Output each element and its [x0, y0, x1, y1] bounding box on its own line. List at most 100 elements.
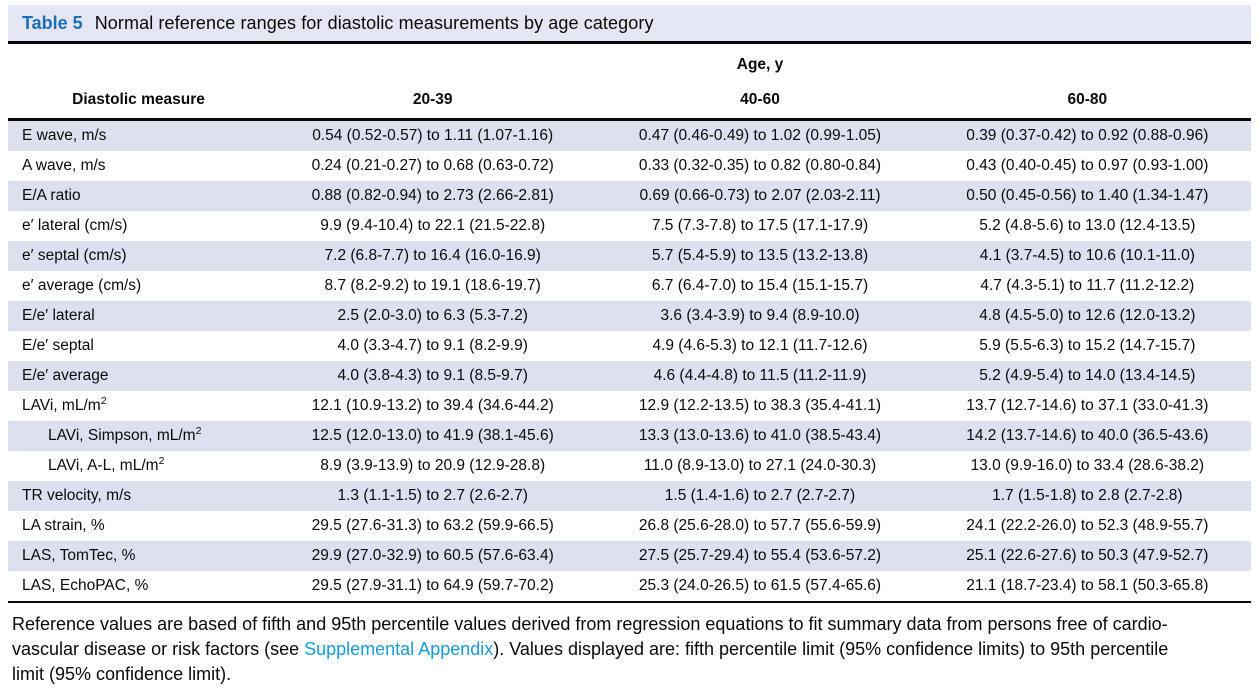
- range-value: 0.43 (0.40-0.45) to 0.97 (0.93-1.00): [966, 157, 1209, 174]
- measure-text: LAVi, A-L, mL/m: [48, 457, 159, 474]
- column-header-row: Diastolic measure 20-39 40-60 60-80: [8, 81, 1251, 121]
- measure-label: E/e′ lateral: [8, 301, 269, 331]
- range-value: 0.50 (0.45-0.56) to 1.40 (1.34-1.47): [966, 187, 1209, 204]
- table-row: e′ average (cm/s) 8.7 (8.2-9.2) to 19.1 (…: [8, 271, 1251, 301]
- measure-label: E/A ratio: [8, 181, 269, 211]
- measure-label: LAVi, Simpson, mL/m2: [8, 421, 269, 451]
- footnote-line-2: vascular disease or risk factors (see Su…: [12, 637, 1247, 662]
- range-value: 4.0 (3.8-4.3) to 9.1 (8.5-9.7): [337, 367, 528, 384]
- supplemental-appendix-link[interactable]: Supplemental Appendix: [304, 639, 494, 659]
- table-row: E wave, m/s 0.54 (0.52-0.57) to 1.11 (1.0…: [8, 119, 1251, 152]
- range-value: 7.5 (7.3-7.8) to 17.5 (17.1-17.9): [651, 217, 869, 234]
- table-caption: Normal reference ranges for diastolic me…: [94, 13, 654, 33]
- range-value: 0.69 (0.66-0.73) to 2.07 (2.03-2.11): [639, 187, 881, 204]
- range-value: 4.7 (4.3-5.1) to 11.7 (11.2-12.2): [980, 277, 1195, 294]
- footnote-line-1: Reference values are based of fifth and …: [12, 612, 1247, 637]
- table-row: LAS, EchoPAC, % 29.5 (27.9-31.1) to 64.9 …: [8, 571, 1251, 603]
- reference-table: Age, y Diastolic measure 20-39 40-60 60-…: [8, 44, 1251, 603]
- measure-label: e′ septal (cm/s): [8, 241, 269, 271]
- range-value: 2.5 (2.0-3.0) to 6.3 (5.3-7.2): [337, 307, 528, 324]
- range-value: 3.6 (3.4-3.9) to 9.4 (8.9-10.0): [660, 307, 860, 324]
- range-value: 14.2 (13.7-14.6) to 40.0 (36.5-43.6): [966, 427, 1209, 444]
- range-value: 0.88 (0.82-0.94) to 2.73 (2.66-2.81): [311, 187, 554, 204]
- range-value: 4.6 (4.4-4.8) to 11.5 (11.2-11.9): [653, 367, 867, 384]
- col-header-age-60-80: 60-80: [923, 81, 1251, 121]
- range-value: 5.7 (5.4-5.9) to 13.5 (13.2-13.8): [651, 247, 869, 264]
- footnote-text: Reference values are based of fifth and …: [12, 614, 1168, 634]
- range-value: 5.2 (4.9-5.4) to 14.0 (13.4-14.5): [979, 367, 1196, 384]
- measure-superscript: 2: [195, 424, 202, 437]
- range-value: 0.47 (0.46-0.49) to 1.02 (0.99-1.05): [638, 127, 882, 144]
- range-value: 8.9 (3.9-13.9) to 20.9 (12.9-28.8): [320, 457, 546, 474]
- table-row: E/e′ average 4.0 (3.8-4.3) to 9.1 (8.5-9.…: [8, 361, 1251, 391]
- measure-label: E/e′ septal: [8, 331, 269, 361]
- measure-superscript: 2: [100, 394, 107, 407]
- age-spanner-row: Age, y: [8, 44, 1251, 81]
- range-value: 9.9 (9.4-10.4) to 22.1 (21.5-22.8): [320, 217, 546, 234]
- range-value: 4.9 (4.6-5.3) to 12.1 (11.7-12.6): [652, 337, 868, 354]
- range-value: 25.1 (22.6-27.6) to 50.3 (47.9-52.7): [966, 547, 1209, 564]
- range-value: 27.5 (25.7-29.4) to 55.4 (53.6-57.2): [638, 547, 882, 564]
- table-row: LA strain, % 29.5 (27.6-31.3) to 63.2 (59…: [8, 511, 1251, 541]
- measure-label: LAVi, mL/m2: [8, 391, 269, 421]
- measure-text: e′ lateral (cm/s): [22, 217, 128, 234]
- measure-text: LAVi, mL/m: [22, 397, 101, 414]
- col-header-measure: Diastolic measure: [8, 81, 270, 121]
- measure-label: E/e′ average: [8, 361, 269, 391]
- range-value: 13.7 (12.7-14.6) to 37.1 (33.0-41.3): [966, 397, 1209, 414]
- measure-text: LAS, TomTec, %: [22, 547, 136, 564]
- range-value: 0.54 (0.52-0.57) to 1.11 (1.07-1.16): [312, 127, 554, 144]
- measure-label: TR velocity, m/s: [8, 481, 269, 511]
- table-row: e′ septal (cm/s) 7.2 (6.8-7.7) to 16.4 (1…: [8, 241, 1251, 271]
- range-value: 4.1 (3.7-4.5) to 10.6 (10.1-11.0): [979, 247, 1195, 264]
- table-row: E/e′ lateral 2.5 (2.0-3.0) to 6.3 (5.3-7.…: [8, 301, 1251, 331]
- measure-text: LA strain, %: [22, 517, 105, 534]
- measure-superscript: 2: [158, 454, 165, 467]
- range-value: 0.24 (0.21-0.27) to 0.68 (0.63-0.72): [311, 157, 554, 174]
- range-value: 5.9 (5.5-6.3) to 15.2 (14.7-15.7): [979, 337, 1196, 354]
- range-value: 6.7 (6.4-7.0) to 15.4 (15.1-15.7): [651, 277, 869, 294]
- range-value: 21.1 (18.7-23.4) to 58.1 (50.3-65.8): [923, 571, 1251, 603]
- col-header-age-40-60: 40-60: [596, 81, 924, 121]
- measure-text: TR velocity, m/s: [22, 487, 132, 504]
- range-value: 5.2 (4.8-5.6) to 13.0 (12.4-13.5): [979, 217, 1196, 234]
- col-header-age-20-39: 20-39: [269, 81, 597, 121]
- range-value: 11.0 (8.9-13.0) to 27.1 (24.0-30.3): [643, 457, 877, 474]
- measure-label: LAVi, A-L, mL/m2: [8, 451, 269, 481]
- footnote-line-3: limit (95% confidence limit).: [12, 662, 1247, 687]
- measure-label: LA strain, %: [8, 511, 269, 541]
- measure-label: E wave, m/s: [8, 120, 269, 152]
- measure-text: E/A ratio: [22, 187, 81, 204]
- measure-text: E/e′ average: [22, 367, 109, 384]
- table-row: E/A ratio 0.88 (0.82-0.94) to 2.73 (2.66-…: [8, 181, 1251, 211]
- table-row: LAVi, A-L, mL/m2 8.9 (3.9-13.9) to 20.9 (…: [8, 451, 1251, 481]
- table-row: LAVi, Simpson, mL/m2 12.5 (12.0-13.0) to …: [8, 421, 1251, 451]
- measure-label: LAS, EchoPAC, %: [8, 571, 270, 603]
- table-footnote: Reference values are based of fifth and …: [8, 603, 1251, 687]
- range-value: 24.1 (22.2-26.0) to 52.3 (48.9-55.7): [966, 517, 1209, 534]
- table-row: e′ lateral (cm/s) 9.9 (9.4-10.4) to 22.1 …: [8, 211, 1251, 241]
- footnote-text: limit (95% confidence limit).: [12, 664, 232, 684]
- footnote-text: ). Values displayed are: fifth percentil…: [493, 639, 1169, 659]
- age-group-header: Age, y: [736, 56, 784, 73]
- range-value: 8.7 (8.2-9.2) to 19.1 (18.6-19.7): [324, 277, 541, 294]
- measure-text: E wave, m/s: [22, 127, 107, 144]
- range-value: 1.7 (1.5-1.8) to 2.8 (2.7-2.8): [992, 487, 1183, 504]
- measure-text: E/e′ lateral: [22, 307, 95, 324]
- table-row: LAVi, mL/m2 12.1 (10.9-13.2) to 39.4 (34.…: [8, 391, 1251, 421]
- measure-text: e′ septal (cm/s): [22, 247, 127, 264]
- measure-label: LAS, TomTec, %: [8, 541, 269, 571]
- measure-text: LAVi, Simpson, mL/m: [48, 427, 196, 444]
- table-row: LAS, TomTec, % 29.9 (27.0-32.9) to 60.5 (…: [8, 541, 1251, 571]
- measure-text: A wave, m/s: [22, 157, 106, 174]
- measure-label: A wave, m/s: [8, 151, 269, 181]
- range-value: 12.9 (12.2-13.5) to 38.3 (35.4-41.1): [638, 397, 882, 414]
- range-value: 25.3 (24.0-26.5) to 61.5 (57.4-65.6): [596, 571, 924, 603]
- measure-label: e′ lateral (cm/s): [8, 211, 269, 241]
- range-value: 7.2 (6.8-7.7) to 16.4 (16.0-16.9): [324, 247, 541, 264]
- table-row: E/e′ septal 4.0 (3.3-4.7) to 9.1 (8.2-9.9…: [8, 331, 1251, 361]
- range-value: 26.8 (25.6-28.0) to 57.7 (55.6-59.9): [638, 517, 882, 534]
- range-value: 13.3 (13.0-13.6) to 41.0 (38.5-43.4): [638, 427, 882, 444]
- measure-text: LAS, EchoPAC, %: [22, 577, 149, 594]
- range-value: 29.5 (27.6-31.3) to 63.2 (59.9-66.5): [311, 517, 554, 534]
